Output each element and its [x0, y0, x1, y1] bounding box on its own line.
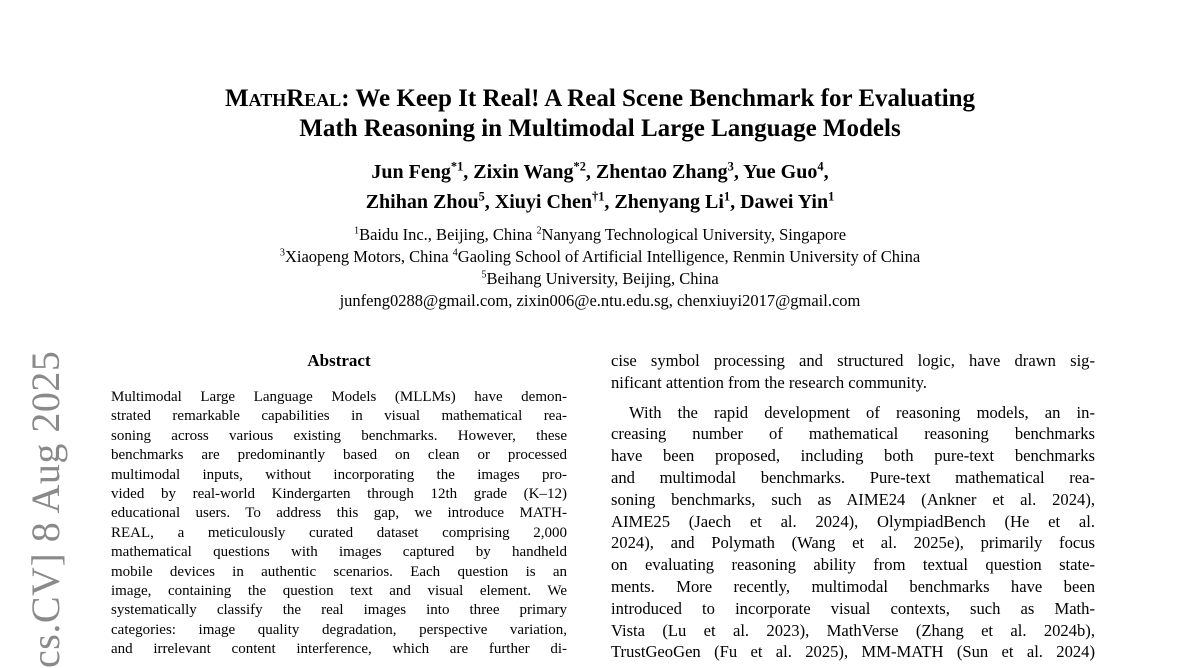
author-separator: , — [730, 191, 741, 213]
arxiv-watermark: cs.CV] 8 Aug 2025 — [23, 350, 68, 668]
author-separator: , — [604, 191, 615, 213]
author-separator: , — [585, 161, 596, 183]
author-name: Zhentao Zhang — [595, 161, 728, 183]
text-line: soning across various existing benchmark… — [111, 427, 567, 444]
author-name: Zhenyang Li — [614, 191, 724, 213]
text-line: multimodal inputs, without incorporating… — [111, 466, 567, 483]
text-line: have been proposed, including both pure-… — [611, 446, 1095, 466]
author-name: Dawei Yin — [740, 191, 829, 213]
text-line: benchmarks are predominantly based on cl… — [111, 447, 567, 464]
text-line: With the rapid development of reasoning … — [629, 402, 1095, 422]
left-column: Abstract Multimodal Large Language Model… — [100, 351, 578, 660]
text-line: mathematical questions with images captu… — [111, 544, 567, 561]
affiliation-name: Beihang University, Beijing, China — [486, 269, 719, 288]
paper-page: { "watermark": { "text": "cs.CV] 8 Aug 2… — [0, 84, 1200, 668]
affiliation-superscript: 1 — [353, 225, 360, 237]
text-line: and multimodal benchmarks. Pure-text mat… — [611, 467, 1095, 487]
author-superscript: †1 — [592, 189, 605, 204]
author-name: Yue Guo — [743, 161, 818, 183]
affiliation-name: Nanyang Technological University, Singap… — [541, 225, 847, 244]
body-paragraph-1: cise symbol processing and structured lo… — [611, 350, 1095, 394]
emails-line: junfeng0288@gmail.com, zixin006@e.ntu.ed… — [339, 291, 861, 310]
author-superscript: *2 — [573, 159, 586, 174]
abstract-heading: Abstract — [307, 351, 371, 370]
text-line: AIME25 (Jaech et al. 2024), OlympiadBenc… — [611, 511, 1095, 531]
affiliation-superscript: 5 — [481, 269, 487, 281]
paper-title: MathReal: We Keep It Real! A Real Scene … — [0, 84, 1200, 144]
author-name: Jun Feng — [371, 161, 451, 183]
affiliations-block: 1Baidu Inc., Beijing, China 2Nanyang Tec… — [0, 224, 1200, 312]
author-separator: , — [463, 161, 474, 183]
affiliation-superscript: 2 — [536, 225, 542, 237]
authors-block: Jun Feng*1, Zixin Wang*2, Zhentao Zhang3… — [0, 157, 1200, 217]
text-line: categories: image quality degradation, p… — [111, 621, 567, 638]
text-line: and irrelevant content interference, whi… — [111, 641, 567, 658]
affiliation-name: Gaoling School of Artificial Intelligenc… — [457, 247, 921, 266]
text-line: introduced to incorporate visual context… — [611, 598, 1095, 618]
author-name: Xiuyi Chen — [494, 191, 593, 213]
authors-line-1: Jun Feng*1, Zixin Wang*2, Zhentao Zhang3… — [0, 157, 1200, 187]
text-line: TrustGeoGen (Fu et al. 2025), MM-MATH (S… — [611, 642, 1095, 662]
text-line: cise symbol processing and structured lo… — [611, 351, 1095, 370]
text-line: ments. More recently, multimodal benchma… — [611, 576, 1095, 596]
affiliation-superscript: 4 — [452, 247, 458, 259]
text-line: Vista (Lu et al. 2023), MathVerse (Zhang… — [611, 620, 1095, 640]
paper-title-line-1: MathReal: We Keep It Real! A Real Scene … — [0, 84, 1200, 114]
affiliation-line-1: 1Baidu Inc., Beijing, China 2Nanyang Tec… — [0, 224, 1200, 246]
body-paragraph-2: With the rapid development of reasoning … — [611, 402, 1095, 664]
author-separator: , — [733, 161, 744, 183]
abstract-body: Multimodal Large Language Models (MLLMs)… — [111, 388, 567, 660]
author-separator: , — [823, 161, 829, 183]
author-superscript: 1 — [828, 189, 835, 204]
title-brand-smallcaps: MathReal — [224, 85, 342, 112]
affiliation-name: Xiaopeng Motors, China — [284, 247, 453, 266]
authors-line-2: Zhihan Zhou5, Xiuyi Chen†1, Zhenyang Li1… — [0, 187, 1200, 217]
paper-title-line-2: Math Reasoning in Multimodal Large Langu… — [299, 115, 901, 142]
author-superscript: 3 — [727, 159, 734, 174]
text-line: nificant attention from the research com… — [611, 372, 927, 392]
author-separator: , — [484, 191, 495, 213]
affiliation-line-2: 3Xiaopeng Motors, China 4Gaoling School … — [0, 246, 1200, 268]
text-line: REAL, a meticulously curated dataset com… — [111, 524, 567, 541]
text-line: creasing number of mathematical reasonin… — [611, 424, 1095, 444]
author-superscript: *1 — [450, 159, 464, 174]
text-line: educational users. To address this gap, … — [111, 505, 567, 522]
text-line: 2024), and Polymath (Wang et al. 2025e),… — [611, 533, 1095, 553]
author-superscript: 1 — [723, 189, 731, 204]
author-name: Zixin Wang — [473, 161, 574, 183]
text-line: strated remarkable capabilities in visua… — [111, 408, 567, 425]
text-line: Multimodal Large Language Models (MLLMs)… — [111, 389, 567, 405]
text-line: vided by real-world Kindergarten through… — [111, 486, 567, 503]
text-line: soning benchmarks, such as AIME24 (Ankne… — [611, 489, 1095, 509]
affiliation-name: Baidu Inc., Beijing, China — [359, 225, 537, 244]
author-superscript: 4 — [817, 159, 824, 174]
text-line: image, containing the question text and … — [111, 583, 567, 600]
right-column: cise symbol processing and structured lo… — [611, 350, 1095, 663]
text-line: mobile devices in authentic scenarios. E… — [111, 563, 567, 580]
author-name: Zhihan Zhou — [365, 191, 479, 213]
title-line-1-rest: : We Keep It Real! A Real Scene Benchmar… — [341, 85, 976, 112]
text-line: systematically classify the real images … — [111, 602, 567, 619]
text-line: on evaluating reasoning ability from tex… — [611, 555, 1095, 575]
author-superscript: 5 — [478, 189, 485, 204]
affiliation-superscript: 3 — [279, 247, 285, 259]
affiliation-line-3: 5Beihang University, Beijing, China — [0, 268, 1200, 290]
